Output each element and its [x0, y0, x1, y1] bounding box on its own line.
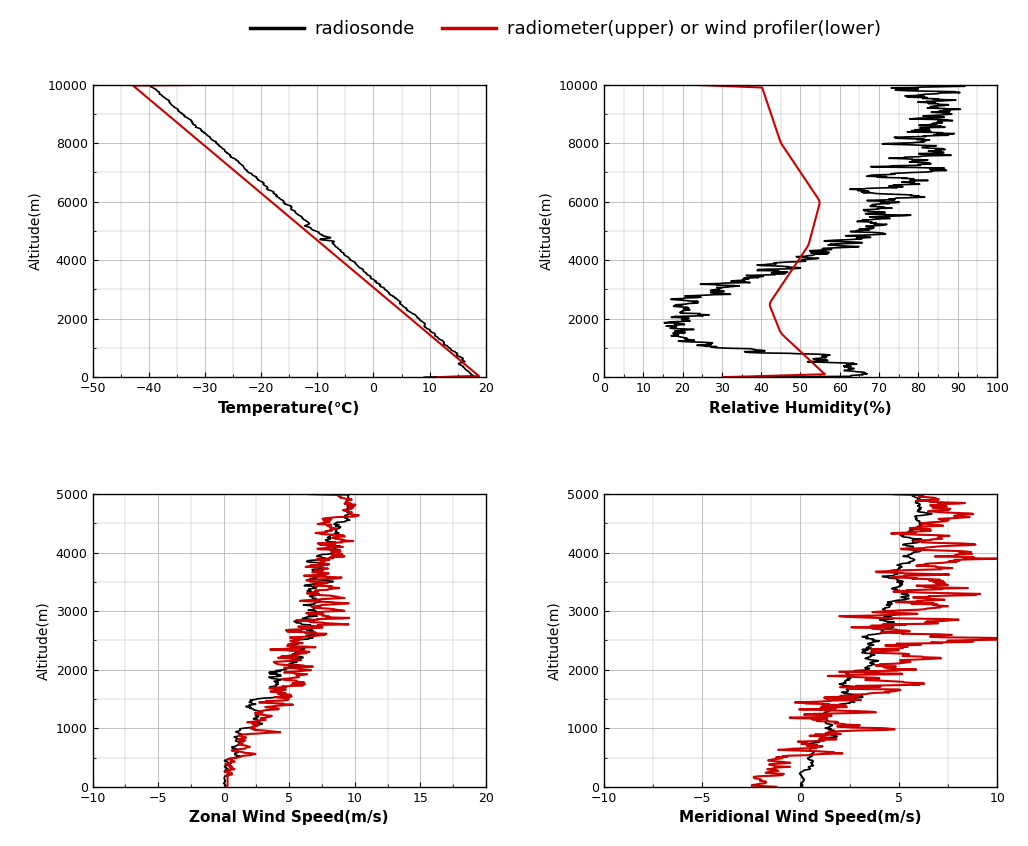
Y-axis label: Altitude(m): Altitude(m)	[28, 191, 42, 270]
X-axis label: Relative Humidity(%): Relative Humidity(%)	[709, 401, 892, 415]
Y-axis label: Altitude(m): Altitude(m)	[548, 602, 561, 680]
X-axis label: Meridional Wind Speed(m/s): Meridional Wind Speed(m/s)	[680, 810, 922, 825]
X-axis label: Temperature(℃): Temperature(℃)	[218, 401, 360, 415]
X-axis label: Zonal Wind Speed(m/s): Zonal Wind Speed(m/s)	[189, 810, 389, 825]
Y-axis label: Altitude(m): Altitude(m)	[36, 602, 50, 680]
Legend: radiosonde, radiometer(upper) or wind profiler(lower): radiosonde, radiometer(upper) or wind pr…	[243, 14, 888, 46]
Y-axis label: Altitude(m): Altitude(m)	[540, 191, 553, 270]
